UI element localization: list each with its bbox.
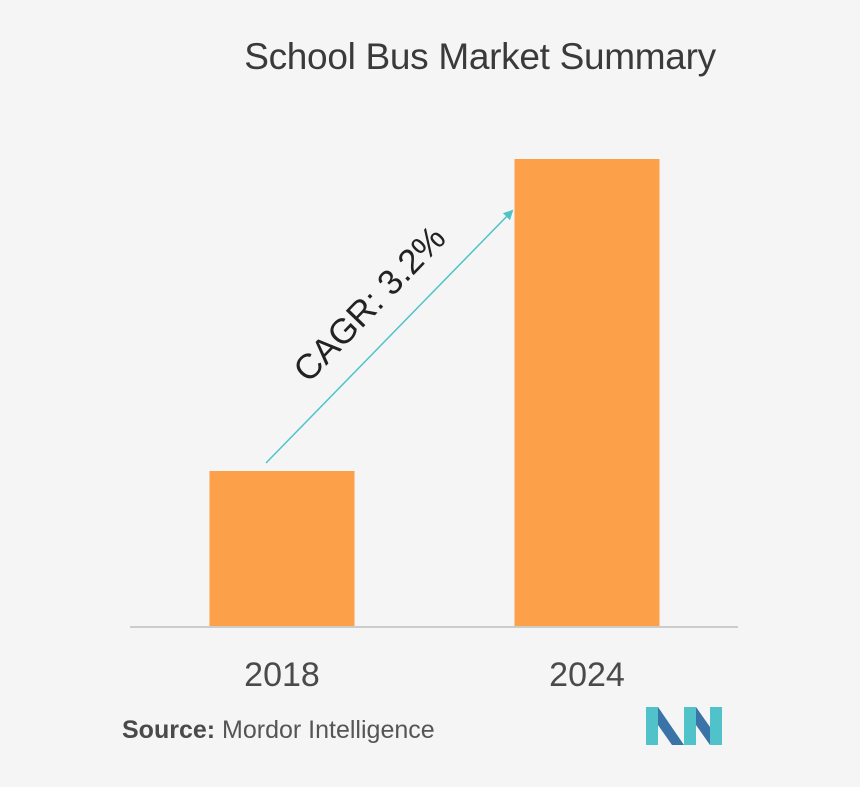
source-note: Source: Mordor Intelligence bbox=[122, 716, 435, 745]
cagr-annotation: CAGR: 3.2% bbox=[286, 218, 453, 389]
x-tick-label-2024: 2024 bbox=[549, 656, 625, 694]
cagr-arrow bbox=[265, 209, 514, 464]
chart-title: School Bus Market Summary bbox=[244, 36, 716, 77]
bar-2018 bbox=[209, 471, 355, 627]
source-value: Mordor Intelligence bbox=[222, 716, 435, 744]
source-label: Source: bbox=[122, 716, 216, 744]
mordor-intelligence-logo-icon bbox=[646, 707, 722, 745]
bar-2024 bbox=[514, 159, 660, 627]
x-tick-label-2018: 2018 bbox=[244, 656, 320, 694]
